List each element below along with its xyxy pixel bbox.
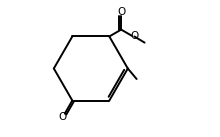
Text: O: O	[117, 7, 125, 17]
Text: O: O	[59, 112, 67, 122]
Text: O: O	[130, 32, 138, 42]
